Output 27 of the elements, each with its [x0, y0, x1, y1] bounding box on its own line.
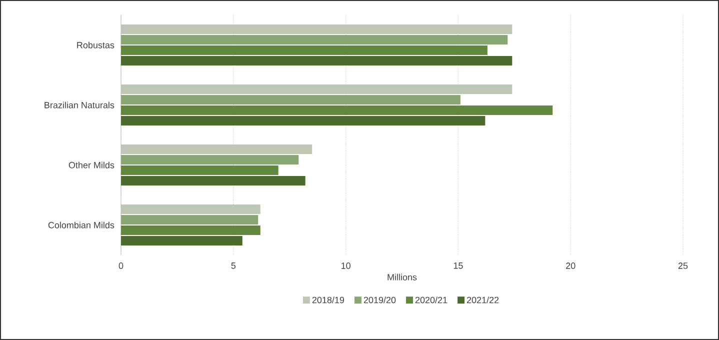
legend-label: 2018/19	[312, 296, 344, 304]
legend-label: 2020/21	[415, 296, 448, 304]
bar	[121, 35, 508, 44]
legend-label: 2019/20	[364, 296, 396, 304]
bar	[121, 106, 553, 116]
bar	[121, 166, 278, 175]
x-tick-label: 25	[678, 262, 688, 269]
y-tick-label: Robustas	[77, 42, 114, 48]
bar	[121, 46, 488, 55]
bar	[121, 116, 486, 126]
x-tick-label: 10	[341, 262, 350, 269]
x-tick-label: 0	[118, 262, 124, 269]
bar	[121, 215, 258, 225]
x-tick-label: 5	[231, 262, 236, 269]
legend-label: 2021/22	[466, 296, 499, 304]
bar	[121, 236, 242, 246]
x-axis-title: Millions	[388, 274, 417, 280]
y-tick-label: Colombian Milds	[48, 222, 114, 228]
y-tick-label: Other Milds	[68, 162, 114, 168]
bar	[121, 226, 260, 236]
bar	[121, 56, 512, 66]
bar	[121, 155, 299, 164]
x-tick-label: 15	[454, 262, 463, 269]
bar	[121, 95, 460, 105]
bar	[121, 176, 306, 186]
x-tick-label: 20	[566, 262, 576, 269]
y-tick-label: Brazilian Naturals	[44, 102, 114, 108]
